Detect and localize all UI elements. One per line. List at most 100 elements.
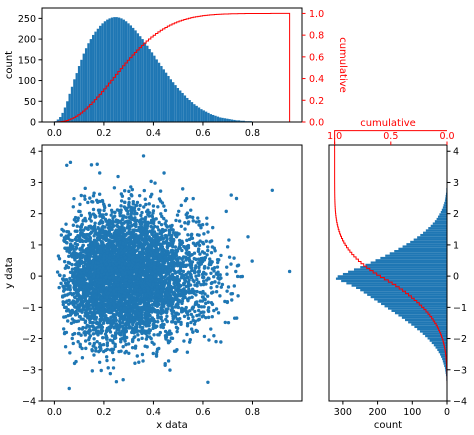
- top-histogram-bar: [70, 86, 74, 122]
- scatter-point: [98, 319, 103, 323]
- scatter-point: [209, 327, 213, 331]
- scatter-point: [214, 272, 219, 276]
- top-histogram-bar: [87, 43, 90, 123]
- scatter-point: [171, 237, 176, 242]
- top-histogram-bar: [209, 114, 212, 122]
- scatter-point: [163, 295, 168, 300]
- scatter-point: [92, 353, 96, 357]
- scatter-point: [85, 269, 89, 273]
- scatter-point: [151, 351, 155, 356]
- scatter-point: [169, 225, 173, 229]
- scatter-point: [151, 282, 155, 287]
- scatter-point: [159, 262, 163, 267]
- scatter-point: [70, 238, 74, 243]
- scatter-point: [152, 333, 156, 337]
- scatter-point: [161, 265, 165, 269]
- scatter-point: [109, 315, 113, 320]
- scatter-point: [178, 288, 182, 292]
- scatter-point: [140, 321, 145, 325]
- top-histogram-bar: [214, 115, 217, 122]
- scatter-point: [151, 209, 156, 213]
- scatter-point: [144, 249, 148, 253]
- scatter-point: [168, 368, 172, 372]
- scatter-point: [236, 263, 241, 267]
- scatter-point: [144, 317, 148, 322]
- top-histogram-bar: [150, 52, 154, 122]
- scatter-point: [120, 194, 125, 198]
- scatter-point: [153, 303, 158, 307]
- scatter-point: [147, 331, 151, 335]
- scatter-point: [197, 223, 201, 227]
- scatter-point: [149, 259, 153, 263]
- scatter-point: [119, 204, 123, 208]
- scatter-point: [82, 281, 87, 285]
- scatter-point: [250, 259, 254, 263]
- scatter-point: [212, 246, 216, 250]
- scatter-point: [170, 275, 174, 279]
- scatter-point: [106, 326, 110, 331]
- scatter-point: [205, 294, 210, 298]
- scatter-point: [107, 320, 111, 325]
- top-histogram-bar: [167, 75, 170, 122]
- scatter-point: [144, 252, 148, 256]
- scatter-point: [143, 294, 147, 298]
- scatter-point: [118, 306, 123, 310]
- scatter-point: [159, 323, 163, 328]
- scatter-point: [215, 260, 220, 265]
- scatter-point: [178, 240, 182, 245]
- scatter-point: [165, 237, 169, 241]
- scatter-point: [84, 346, 88, 351]
- scatter-point: [128, 309, 133, 313]
- scatter-point: [202, 310, 206, 314]
- scatter-point: [205, 253, 209, 257]
- scatter-point: [89, 163, 94, 167]
- scatter-point: [197, 219, 201, 224]
- scatter-point: [167, 242, 171, 247]
- scatter-point: [191, 241, 196, 245]
- scatter-point: [123, 247, 127, 252]
- scatter-point: [182, 339, 186, 343]
- scatter-point: [83, 298, 87, 303]
- scatter-point: [160, 258, 164, 263]
- top-histogram-bar: [233, 119, 236, 122]
- scatter-point: [60, 295, 65, 299]
- scatter-point: [163, 363, 167, 367]
- scatter-point: [61, 229, 66, 233]
- scatter-point: [94, 315, 99, 320]
- scatter-point: [103, 269, 108, 273]
- scatter-point: [81, 290, 86, 294]
- scatter-point: [167, 251, 171, 255]
- scatter-point: [173, 245, 178, 249]
- scatter-point: [117, 272, 121, 277]
- top-histogram-bar: [77, 66, 81, 122]
- scatter-point: [189, 273, 193, 277]
- scatter-point: [70, 308, 75, 313]
- scatter-point: [195, 277, 199, 282]
- scatter-point: [112, 326, 116, 330]
- scatter-point: [89, 273, 93, 277]
- scatter-point: [145, 277, 150, 282]
- scatter-point: [118, 240, 122, 245]
- scatter-point: [191, 315, 195, 319]
- scatter-point: [109, 266, 113, 271]
- scatter-point: [97, 221, 102, 226]
- scatter-point: [61, 302, 65, 307]
- scatter-point: [188, 214, 192, 219]
- scatter-point: [216, 276, 220, 280]
- top-histogram-bar: [162, 69, 165, 122]
- scatter-point: [104, 212, 108, 216]
- scatter-point: [196, 216, 200, 220]
- scatter-point: [186, 316, 191, 321]
- scatter-point: [153, 269, 158, 274]
- scatter-point: [102, 278, 106, 282]
- scatter-point: [155, 350, 159, 354]
- scatter-point: [192, 251, 197, 255]
- scatter-point: [68, 284, 72, 288]
- scatter-point: [130, 330, 134, 335]
- scatter-point: [186, 233, 190, 237]
- scatter-point: [72, 196, 76, 201]
- scatter-point: [117, 260, 121, 265]
- top-histogram-bar: [122, 19, 125, 123]
- scatter-point: [68, 160, 73, 165]
- scatter-point: [229, 292, 233, 296]
